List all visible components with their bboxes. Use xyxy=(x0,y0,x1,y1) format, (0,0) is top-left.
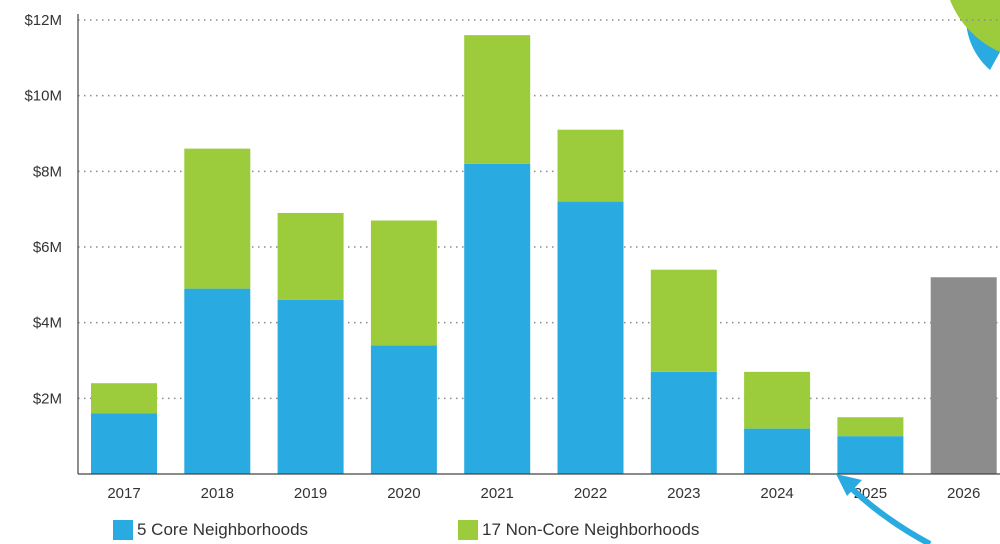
bar-segment-2017-series-1 xyxy=(91,383,157,414)
y-tick-label: $6M xyxy=(33,239,62,256)
legend: 5 Core Neighborhoods 17 Non-Core Neighbo… xyxy=(0,516,1000,544)
bar-segment-2025-series-1 xyxy=(837,417,904,437)
bar-segment-2019-series-1 xyxy=(277,212,344,300)
bar-segment-2021-series-0 xyxy=(464,163,531,474)
x-tick-label: 2018 xyxy=(201,485,234,502)
x-tick-label: 2024 xyxy=(760,485,793,502)
bar-segment-2024-series-0 xyxy=(744,428,811,474)
grid-lines xyxy=(78,19,1000,400)
bar-segment-2025-series-0 xyxy=(837,436,904,474)
bar-segment-2021-series-1 xyxy=(464,35,531,164)
curved-arrow-icon xyxy=(847,484,932,544)
x-tick-label: 2023 xyxy=(667,485,700,502)
bar-segment-2022-series-1 xyxy=(557,129,624,202)
corner-decoration-leaf xyxy=(950,0,1000,52)
bar-segment-2019-series-0 xyxy=(277,299,344,474)
bars xyxy=(91,35,997,474)
legend-swatch-non-core xyxy=(458,520,478,540)
y-tick-label: $10M xyxy=(24,88,62,105)
x-tick-label: 2019 xyxy=(294,485,327,502)
x-tick-label: 2026 xyxy=(947,485,980,502)
legend-item-core: 5 Core Neighborhoods xyxy=(113,520,308,540)
x-tick-label: 2020 xyxy=(387,485,420,502)
legend-label-non-core: 17 Non-Core Neighborhoods xyxy=(482,520,700,539)
y-tick-label: $2M xyxy=(33,390,62,407)
bar-segment-2022-series-0 xyxy=(557,201,624,474)
legend-swatch-core xyxy=(113,520,133,540)
bar-segment-2018-series-0 xyxy=(184,288,251,474)
bar-segment-2023-series-1 xyxy=(650,269,717,372)
bar-segment-2018-series-1 xyxy=(184,148,251,289)
curved-arrow-head xyxy=(836,474,862,496)
x-tick-label: 2017 xyxy=(107,485,140,502)
y-tick-label: $8M xyxy=(33,163,62,180)
bar-segment-2017-series-0 xyxy=(91,413,157,474)
axes xyxy=(77,14,1000,475)
legend-label-core: 5 Core Neighborhoods xyxy=(137,520,309,539)
bar-segment-2023-series-0 xyxy=(650,371,717,474)
legend-item-non-core: 17 Non-Core Neighborhoods xyxy=(458,520,699,540)
bar-segment-2020-series-1 xyxy=(370,220,437,346)
bar-segment-2020-series-0 xyxy=(370,345,437,474)
x-tick-label: 2022 xyxy=(574,485,607,502)
y-tick-label: $4M xyxy=(33,315,62,332)
bar-segment-2024-series-1 xyxy=(744,371,811,429)
bar-segment-2026-series-2 xyxy=(930,277,997,474)
y-tick-label: $12M xyxy=(24,12,62,29)
x-tick-label: 2021 xyxy=(481,485,514,502)
tick-labels: $2M $4M $6M $8M $10M $12M 2017 2018 2019 2020 2021… xyxy=(24,12,980,502)
